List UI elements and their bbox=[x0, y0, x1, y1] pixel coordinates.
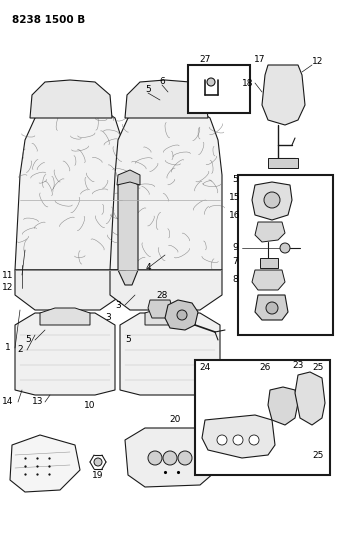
Circle shape bbox=[266, 302, 278, 314]
Bar bbox=[188, 65, 250, 113]
Polygon shape bbox=[295, 372, 325, 425]
Text: 5: 5 bbox=[25, 335, 31, 344]
Circle shape bbox=[249, 435, 259, 445]
Polygon shape bbox=[202, 415, 275, 458]
Polygon shape bbox=[165, 300, 198, 330]
Text: 1: 1 bbox=[5, 343, 11, 352]
Polygon shape bbox=[262, 65, 305, 125]
Polygon shape bbox=[268, 158, 298, 168]
Polygon shape bbox=[15, 105, 125, 270]
Circle shape bbox=[217, 435, 227, 445]
Text: 8: 8 bbox=[232, 276, 238, 285]
Text: 5: 5 bbox=[125, 335, 131, 344]
Text: 11: 11 bbox=[2, 271, 14, 279]
Text: 4: 4 bbox=[145, 263, 151, 272]
Text: 27: 27 bbox=[199, 55, 211, 64]
Text: 23: 23 bbox=[292, 360, 304, 369]
Text: 6: 6 bbox=[159, 77, 165, 86]
Text: 10: 10 bbox=[84, 400, 96, 409]
Circle shape bbox=[177, 310, 187, 320]
Polygon shape bbox=[252, 270, 285, 290]
Polygon shape bbox=[15, 313, 115, 395]
Text: 14: 14 bbox=[2, 398, 14, 407]
Circle shape bbox=[207, 78, 215, 86]
Text: 18: 18 bbox=[242, 78, 254, 87]
Text: 28: 28 bbox=[156, 290, 168, 300]
Text: 25: 25 bbox=[312, 450, 324, 459]
Polygon shape bbox=[252, 182, 292, 220]
Circle shape bbox=[233, 435, 243, 445]
Polygon shape bbox=[118, 178, 138, 285]
Polygon shape bbox=[148, 300, 172, 318]
Bar bbox=[238, 175, 333, 335]
Text: 5: 5 bbox=[145, 85, 151, 94]
Polygon shape bbox=[117, 170, 140, 185]
Text: 2: 2 bbox=[17, 345, 23, 354]
Polygon shape bbox=[255, 222, 285, 242]
Polygon shape bbox=[10, 435, 80, 492]
Polygon shape bbox=[40, 308, 90, 325]
Text: 17: 17 bbox=[254, 55, 266, 64]
Text: 24: 24 bbox=[199, 364, 210, 373]
Polygon shape bbox=[30, 80, 112, 118]
Text: 20: 20 bbox=[169, 416, 181, 424]
Circle shape bbox=[178, 451, 192, 465]
Text: 7: 7 bbox=[232, 257, 238, 266]
Polygon shape bbox=[110, 270, 222, 310]
Polygon shape bbox=[145, 308, 195, 325]
Polygon shape bbox=[110, 105, 222, 270]
Circle shape bbox=[163, 451, 177, 465]
Circle shape bbox=[148, 451, 162, 465]
Polygon shape bbox=[15, 270, 125, 310]
Text: 15: 15 bbox=[229, 193, 241, 203]
Text: 13: 13 bbox=[32, 398, 44, 407]
Bar bbox=[195, 360, 330, 475]
Text: 3: 3 bbox=[105, 313, 111, 322]
Text: 9: 9 bbox=[232, 244, 238, 253]
Text: 25: 25 bbox=[312, 364, 324, 373]
Text: 3: 3 bbox=[115, 301, 121, 310]
Polygon shape bbox=[120, 313, 220, 395]
Circle shape bbox=[264, 192, 280, 208]
Text: 5: 5 bbox=[232, 175, 238, 184]
Circle shape bbox=[94, 458, 102, 466]
Polygon shape bbox=[260, 258, 278, 268]
Text: 16: 16 bbox=[229, 211, 241, 220]
Polygon shape bbox=[255, 295, 288, 320]
Polygon shape bbox=[125, 80, 208, 118]
Text: 19: 19 bbox=[92, 471, 104, 480]
Text: 26: 26 bbox=[259, 364, 271, 373]
Circle shape bbox=[280, 243, 290, 253]
Text: 8238 1500 B: 8238 1500 B bbox=[12, 15, 85, 25]
Text: 12: 12 bbox=[312, 58, 324, 67]
Polygon shape bbox=[268, 387, 298, 425]
Polygon shape bbox=[125, 428, 215, 487]
Text: 12: 12 bbox=[2, 284, 14, 293]
